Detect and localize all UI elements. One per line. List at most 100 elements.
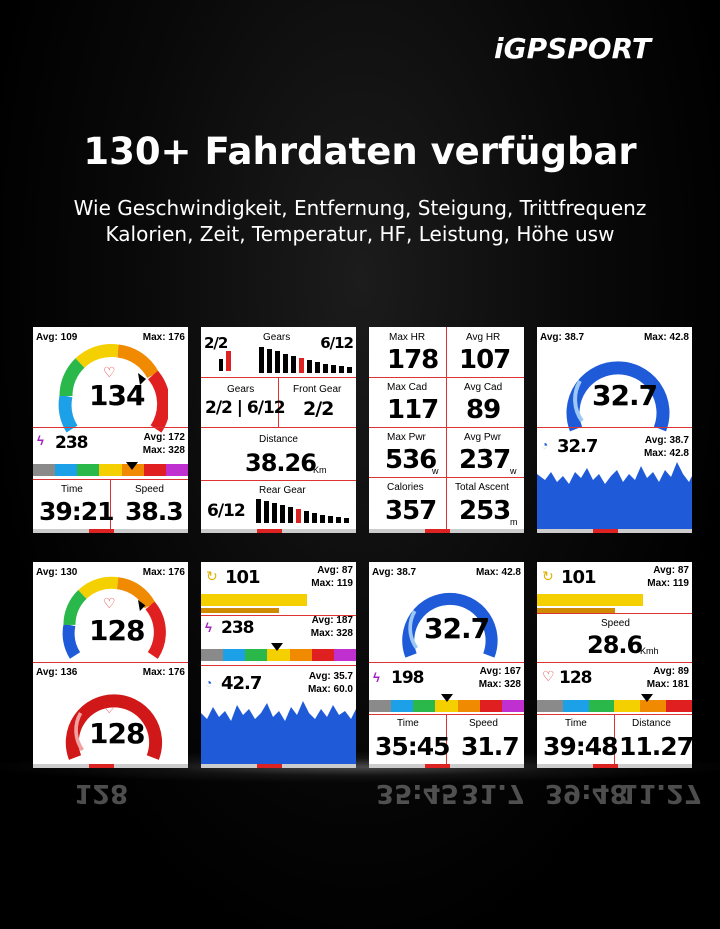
cell-label: Avg HR [466,332,501,343]
heart-icon: ♡ [103,700,116,716]
power-zone-bar [33,464,188,476]
cell-value: 237 [459,445,511,475]
front-gear-value: 2/2 [303,398,334,420]
cadence-value: 101 [225,567,261,588]
gears-title: Gears [263,332,291,343]
time-label: Time [397,718,419,729]
cell-label: Avg Cad [464,382,503,393]
zone-marker-icon [126,462,138,470]
power-max: Max: 328 [478,679,521,690]
cell-unit: m [510,517,518,527]
speed-max: Max: 60.0 [307,684,353,695]
distance-value: 38.26 [245,449,317,477]
page-indicator [201,529,356,533]
cadence-max: Max: 119 [647,578,689,589]
rear-gear-bars-2 [256,499,349,523]
page-indicator [201,764,356,768]
divider [278,377,279,427]
gears-label: Gears [227,384,255,395]
page-indicator [537,764,692,768]
divider [369,427,524,428]
cadence-max: Max: 119 [311,578,353,589]
cell-label: Avg Pwr [464,432,502,443]
divider [110,479,111,533]
divider [33,662,188,663]
page-indicator [369,764,524,768]
heart-icon: ♡ [542,668,555,684]
cadence-avg: Avg: 87 [653,565,689,576]
gears-value: 2/2 | 6/12 [205,398,286,418]
power-zone-bar [369,700,524,712]
page-indicator [369,529,524,533]
speed-label: Speed [601,618,630,629]
page-indicator [33,529,188,533]
speed-gauge-arc [566,361,670,432]
hr-value: 128 [89,614,145,647]
speed-value: 32.7 [592,379,658,412]
divider [369,377,524,378]
heart-icon: ♡ [103,595,116,611]
cell-label: Max Cad [387,382,428,393]
cadence-avg: Avg: 87 [317,565,353,576]
screen-cad-speed-hr: ↻ 101 Avg: 87 Max: 119 Speed 28.6 Kmh ♡ … [537,562,692,768]
cell-unit: w [510,466,517,476]
cell-label: Max HR [389,332,426,343]
power-avg: Avg: 187 [311,615,353,626]
power-value: 198 [391,668,424,688]
cadence-bar-avg [201,608,279,613]
reflection-text: 11.27 [620,778,703,808]
subline-2: Kalorien, Zeit, Temperatur, HF, Leistung… [105,222,615,246]
reflection-text: 35:45 [376,778,459,808]
speed-value-2: 32.7 [557,436,598,457]
divider [201,665,356,666]
screen-cad-pwr-speed: ↻ 101 Avg: 87 Max: 119 ϟ 238 Avg: 187 Ma… [201,562,356,768]
speed-history-chart [201,701,356,764]
speed-history-chart [537,462,692,529]
screen-speed-gauge: Avg: 38.7 Max: 42.8 ◔ 32.7 ◔ 32.7 Avg: 3… [537,327,692,533]
reflection-text: 31.7 [461,778,526,808]
divider [537,662,692,663]
power-zone-bar [201,649,356,661]
cell-value: 178 [387,345,439,375]
hr-zone-bar [537,700,692,712]
front-gear-label: Front Gear [293,384,342,395]
power-value: 238 [55,433,88,453]
hr-gauge-arc-red [65,694,163,760]
distance-unit: Km [313,465,327,475]
reflection-text: 39:48 [545,778,628,808]
speed-max: Max: 42.8 [643,332,689,343]
screen-gears: 2/2 Gears 6/12 Gears 2/2 | 6/12 Front Ge… [201,327,356,533]
cell-label: Max Pwr [387,432,426,443]
hr-max: Max: 181 [646,679,689,690]
cadence-value: 101 [561,567,597,588]
distance-value: 11.27 [619,732,692,761]
hr-value-2: 128 [89,717,145,750]
divider [369,477,524,478]
cell-value: 117 [387,395,439,425]
screen-speed-pwr-time: Avg: 38.7 Max: 42.8 ◔ 32.7 ϟ 198 Avg: 16… [369,562,524,768]
time-label: Time [61,484,83,495]
divider [201,615,356,616]
speed-label: Speed [135,484,164,495]
cell-value: 89 [466,395,501,425]
zone-marker-icon [641,694,653,702]
rear-gear-label: Rear Gear [259,485,306,496]
cell-label: Total Ascent [455,482,509,493]
divider [33,427,188,428]
subline-1: Wie Geschwindigkeit, Entfernung, Steigun… [73,196,647,220]
power-max: Max: 328 [310,628,353,639]
divider [537,427,692,428]
hr-avg: Avg: 89 [653,666,689,677]
divider [614,714,615,768]
zone-marker-icon [441,694,453,702]
brand-logo: iGPSPORT [494,32,651,65]
hr-max: Max: 176 [142,567,185,578]
rear-gear-bars [259,347,352,373]
speed-unit: Kmh [640,646,659,656]
power-avg: Avg: 167 [479,666,521,677]
cadence-bar [201,594,307,606]
distance-label: Distance [632,718,671,729]
gears-rear: 6/12 [320,334,354,352]
speed-value: 28.6 [587,631,643,659]
power-avg: Avg: 172 [143,432,185,443]
